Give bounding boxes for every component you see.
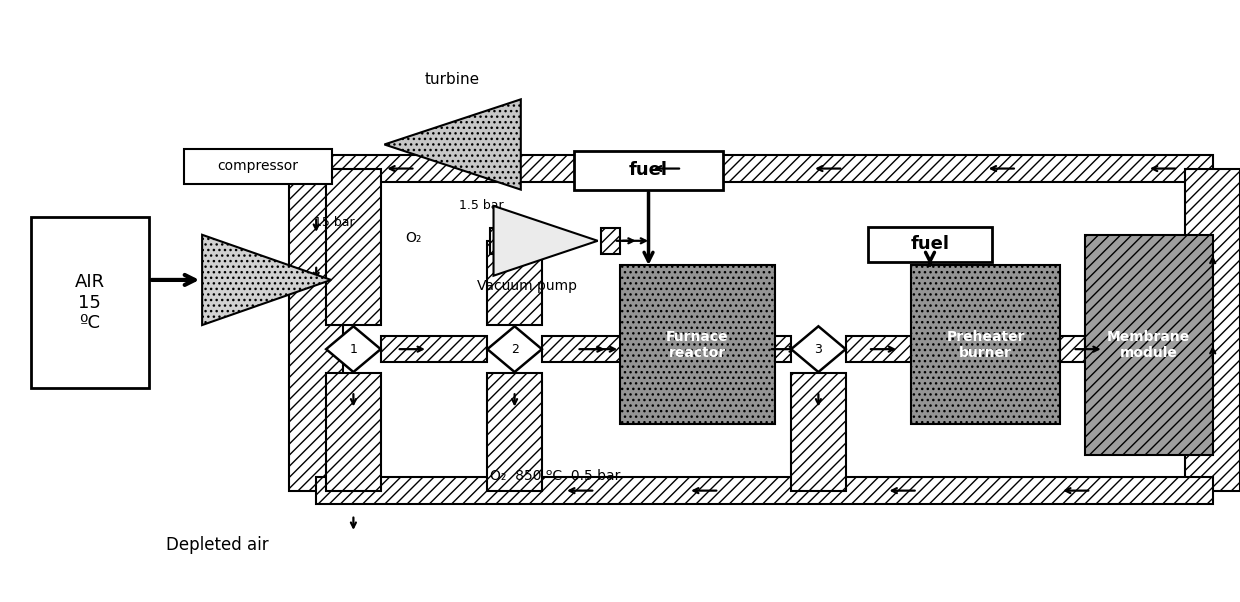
- Bar: [487, 373, 542, 491]
- Bar: [326, 373, 381, 491]
- Text: compressor: compressor: [217, 159, 299, 173]
- Bar: [542, 336, 791, 362]
- Bar: [487, 241, 542, 325]
- Text: 15 bar: 15 bar: [314, 216, 355, 229]
- Polygon shape: [487, 326, 542, 372]
- Bar: [911, 265, 1060, 424]
- Bar: [620, 265, 775, 424]
- Text: Furnace
reactor: Furnace reactor: [666, 329, 729, 360]
- Text: Preheater
burner: Preheater burner: [946, 329, 1025, 360]
- Bar: [1085, 235, 1213, 455]
- Polygon shape: [202, 235, 331, 325]
- Text: Membrane
module: Membrane module: [1107, 329, 1190, 360]
- Bar: [574, 150, 723, 190]
- Bar: [381, 336, 487, 362]
- Text: Vacuum pump: Vacuum pump: [477, 279, 578, 293]
- Text: 3: 3: [815, 343, 822, 356]
- Text: 2: 2: [511, 343, 518, 356]
- Bar: [184, 149, 332, 184]
- Text: O₂: O₂: [405, 231, 422, 245]
- Bar: [846, 336, 911, 362]
- Bar: [326, 169, 381, 325]
- Bar: [791, 373, 846, 491]
- Text: fuel: fuel: [910, 235, 950, 253]
- Bar: [601, 228, 620, 254]
- Polygon shape: [494, 206, 598, 276]
- Text: 1: 1: [350, 343, 357, 356]
- Bar: [620, 265, 775, 424]
- Bar: [31, 217, 149, 388]
- Polygon shape: [791, 326, 846, 372]
- Polygon shape: [384, 99, 521, 190]
- Bar: [1060, 336, 1085, 362]
- Bar: [868, 227, 992, 262]
- Text: AIR
15
ºC: AIR 15 ºC: [74, 273, 105, 332]
- Bar: [316, 477, 1213, 504]
- Polygon shape: [326, 326, 381, 372]
- Bar: [289, 169, 343, 491]
- Bar: [490, 228, 515, 254]
- Text: 1.5 bar: 1.5 bar: [459, 199, 503, 212]
- Text: O₂  850 ºC  0.5 bar: O₂ 850 ºC 0.5 bar: [490, 470, 620, 483]
- Bar: [316, 155, 1213, 182]
- Bar: [1185, 169, 1240, 491]
- Text: turbine: turbine: [425, 72, 480, 87]
- Text: Depleted air: Depleted air: [166, 536, 268, 554]
- Text: fuel: fuel: [629, 161, 668, 179]
